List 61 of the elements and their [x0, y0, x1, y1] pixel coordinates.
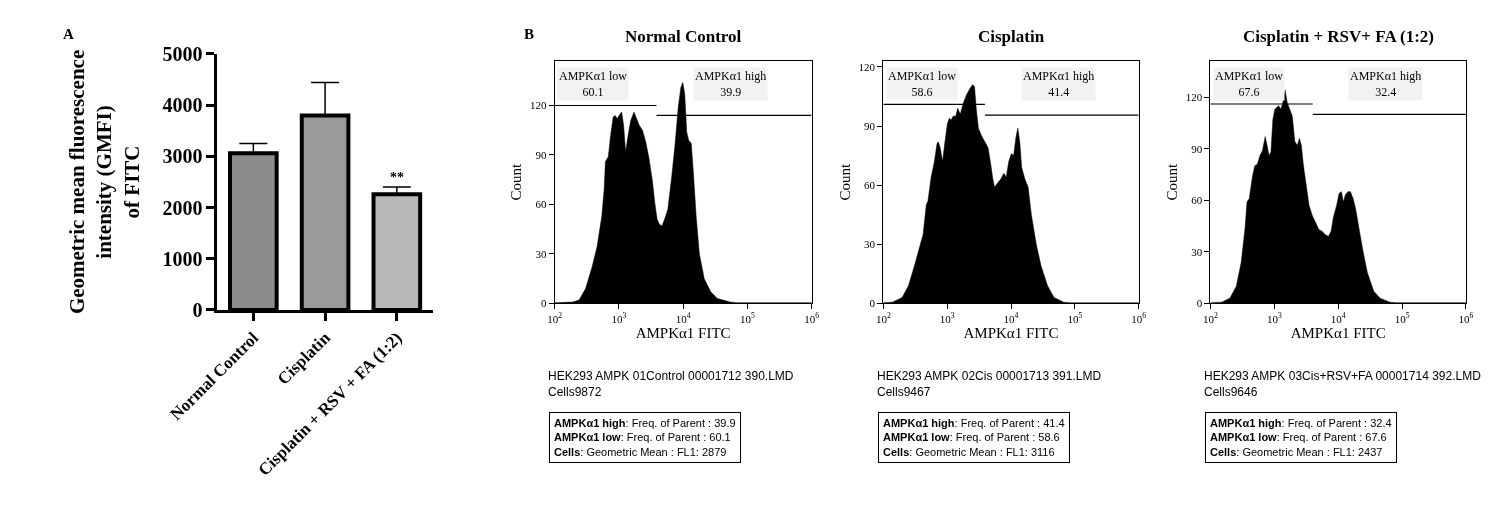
y-axis-title: Count — [508, 163, 525, 201]
y-tick-label: 3000 — [162, 145, 203, 168]
text: AMPKα1 high: Freq. of Parent : 39.9 AMPKα1 low: Freq. of Parent : 60.1 Cells: Geometric Mean : FL1: 2879 — [554, 417, 736, 458]
x-axis-title: AMPKα1 FITC — [963, 324, 1059, 341]
y-tick-label: 30 — [535, 247, 547, 260]
y-tick-label: 90 — [864, 119, 876, 132]
y-tick-label: 120 — [1185, 90, 1203, 103]
y-tick-label: 2000 — [162, 196, 203, 219]
y-axis-title: Count — [1164, 163, 1181, 201]
x-axis-title: AMPKα1 FITC — [635, 324, 731, 341]
x-tick-label: 10$^{6}$ — [804, 310, 820, 325]
chart-title: Cisplatin — [978, 27, 1045, 46]
x-tick-label: 10$^{3}$ — [611, 310, 627, 325]
y-tick-label: 0 — [192, 298, 203, 321]
y-tick-label: 0 — [1196, 297, 1203, 310]
chart-title: Cisplatin + RSV+ FA (1:2) — [1243, 27, 1434, 46]
y-tick-label: 60 — [1191, 194, 1203, 207]
text: HEK293 AMPK 01Control 00001712 390.LMD Cells9872 — [548, 369, 794, 399]
y-tick-label: 60 — [535, 198, 547, 211]
x-tick-label: 10$^{3}$ — [1266, 310, 1282, 325]
y-tick-label: 5000 — [162, 42, 203, 65]
x-axis-title: AMPKα1 FITC — [1290, 324, 1386, 341]
annotation: AMPKα1 high 32.4 — [1350, 69, 1422, 99]
chart-title: Normal Control — [625, 27, 742, 46]
x-tick-label: 10$^{4}$ — [675, 310, 691, 325]
annotation: AMPKα1 low 60.1 — [559, 69, 628, 99]
y-tick-label: 60 — [864, 179, 876, 192]
x-tick-label: 10$^{6}$ — [1131, 310, 1147, 325]
x-tick-label: 10$^{5}$ — [739, 310, 755, 325]
x-tick-label: 10$^{5}$ — [1394, 310, 1410, 325]
y-tick-label: 90 — [1191, 142, 1203, 155]
y-tick-label: 30 — [1191, 245, 1203, 258]
x-tick-label: 10$^{6}$ — [1458, 310, 1474, 325]
x-tick-label: 10$^{4}$ — [1003, 310, 1019, 325]
y-tick-label: 30 — [864, 238, 876, 251]
x-tick-label: 10$^{4}$ — [1330, 310, 1346, 325]
x-tick-label: 10$^{3}$ — [939, 310, 955, 325]
y-axis-title: Count — [836, 163, 853, 201]
y-tick-label: 90 — [535, 148, 547, 161]
x-tick-label: 10$^{2}$ — [547, 310, 563, 325]
y-axis-title: Geometric mean fluorescence intensity (GMFI) of FITC — [65, 49, 144, 315]
annotation: AMPKα1 high 39.9 — [695, 69, 767, 99]
annotation: ** — [390, 170, 404, 185]
x-tick-label: 10$^{2}$ — [875, 310, 891, 325]
y-tick-label: 0 — [869, 297, 876, 310]
text: AMPKα1 high: Freq. of Parent : 41.4 AMPKα1 low: Freq. of Parent : 58.6 Cells: Geometric Mean : FL1: 3116 — [883, 417, 1065, 458]
x-tick-label: 10$^{5}$ — [1067, 310, 1083, 325]
text: AMPKα1 high: Freq. of Parent : 32.4 AMPKα1 low: Freq. of Parent : 67.6 Cells: Geometric Mean : FL1: 2437 — [1210, 417, 1392, 458]
x-tick-label: 10$^{2}$ — [1203, 310, 1219, 325]
y-tick-label: 0 — [540, 297, 547, 310]
text: B — [524, 26, 535, 42]
text: HEK293 AMPK 03Cis+RSV+FA 00001714 392.LMD Cells9646 — [1204, 369, 1482, 399]
annotation: AMPKα1 low 58.6 — [888, 69, 957, 99]
y-tick-label: 120 — [529, 99, 547, 112]
text: A — [63, 26, 74, 42]
annotation: AMPKα1 high 41.4 — [1023, 69, 1095, 99]
y-tick-label: 4000 — [162, 94, 203, 117]
y-tick-label: 120 — [858, 60, 876, 73]
text: HEK293 AMPK 02Cis 00001713 391.LMD Cells9467 — [877, 369, 1102, 399]
y-tick-label: 1000 — [162, 247, 203, 270]
annotation: AMPKα1 low 67.6 — [1215, 69, 1284, 99]
